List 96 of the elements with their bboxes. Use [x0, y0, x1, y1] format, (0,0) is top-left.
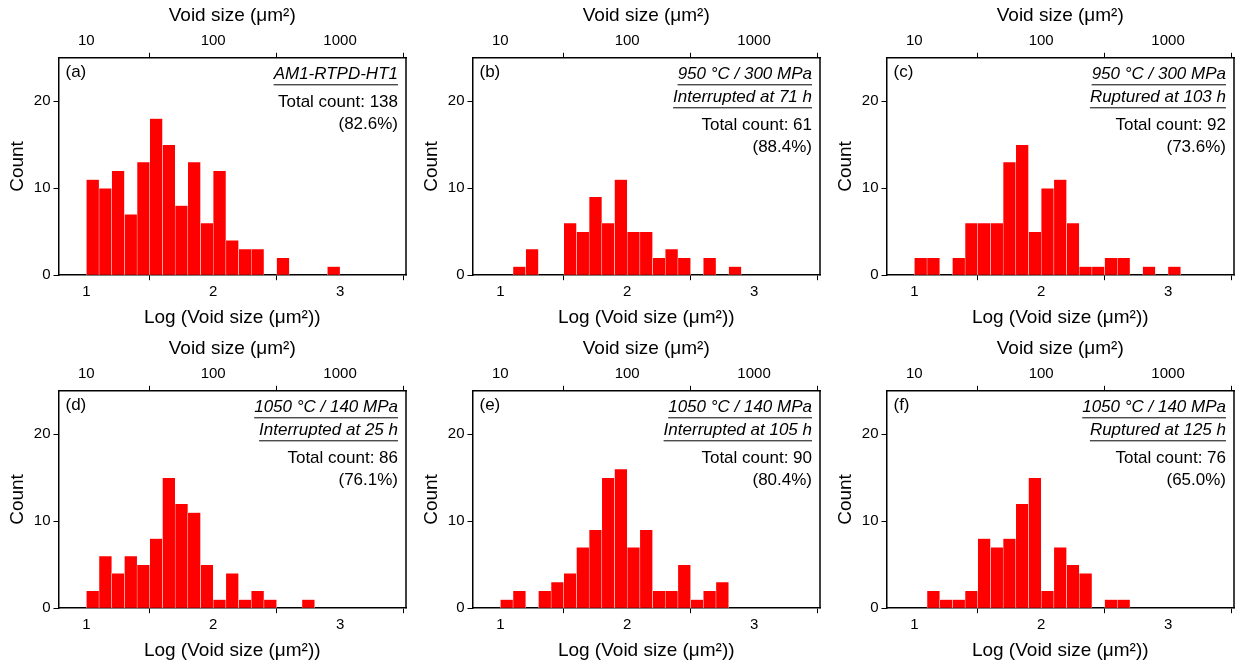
- x-tick-label: 2: [209, 282, 218, 300]
- annotation: (73.6%): [1166, 136, 1226, 156]
- y-tick-label: 0: [42, 265, 51, 283]
- x-tick-label: 1: [496, 282, 505, 300]
- x2-tick-label: 10: [906, 363, 923, 381]
- x2-tick-label: 1000: [737, 30, 771, 48]
- x2-axis-title: Void size (μm²): [168, 336, 296, 358]
- y-tick-label: 0: [42, 598, 51, 616]
- annotation: Total count: 90: [701, 447, 812, 467]
- y-tick-label: 0: [870, 265, 879, 283]
- y-tick-label: 20: [447, 424, 465, 442]
- x2-axis-title: Void size (μm²): [996, 336, 1124, 358]
- text: 950 °C / 300 MPa Interrupted at 71 h: [673, 64, 812, 107]
- x-tick-label: 2: [623, 615, 632, 633]
- annotation: (76.1%): [338, 469, 398, 489]
- y-tick-label: 20: [33, 424, 51, 442]
- y-axis-title: Count: [833, 473, 855, 525]
- y-axis-title: Count: [5, 473, 27, 525]
- x2-axis-title: Void size (μm²): [168, 3, 296, 25]
- x2-tick-label: 10: [78, 363, 95, 381]
- annotation: Total count: 92: [1115, 114, 1226, 134]
- y-tick-label: 10: [33, 178, 51, 196]
- y-tick-label: 20: [861, 91, 879, 109]
- y-tick-label: 0: [456, 598, 465, 616]
- annotation: Total count: 86: [287, 447, 398, 467]
- y-tick-label: 20: [33, 91, 51, 109]
- x2-tick-label: 10: [906, 30, 923, 48]
- annotation: Total count: 76: [1115, 447, 1226, 467]
- x2-tick-label: 1000: [323, 30, 357, 48]
- x2-tick-label: 100: [200, 363, 226, 381]
- x-axis-title: Log (Void size (μm²)): [971, 638, 1149, 660]
- y-axis-title: Count: [419, 140, 441, 192]
- y-tick-label: 0: [456, 265, 465, 283]
- x2-axis-title: Void size (μm²): [582, 336, 710, 358]
- x-tick-label: 3: [335, 615, 345, 633]
- x2-tick-label: 100: [1028, 363, 1054, 381]
- x-tick-label: 2: [623, 282, 632, 300]
- x-tick-label: 1: [496, 615, 505, 633]
- annotation: (65.0%): [1166, 469, 1226, 489]
- x2-tick-label: 100: [614, 363, 640, 381]
- x-tick-label: 3: [335, 282, 345, 300]
- x-tick-label: 3: [749, 615, 759, 633]
- y-axis-title: Count: [833, 140, 855, 192]
- chart-title: (d): [65, 394, 87, 414]
- x2-axis-title: Void size (μm²): [996, 3, 1124, 25]
- chart-title: (f): [893, 394, 910, 414]
- y-tick-label: 0: [870, 598, 879, 616]
- x-tick-label: 3: [749, 282, 759, 300]
- chart-title: (e): [479, 394, 501, 414]
- x-axis-title: Log (Void size (μm²)): [143, 305, 321, 327]
- x-tick-label: 1: [82, 282, 91, 300]
- text: 1050 °C / 140 MPa Interrupted at 105 h: [663, 397, 812, 440]
- x2-tick-label: 1000: [323, 363, 357, 381]
- x-tick-label: 3: [1163, 282, 1173, 300]
- x-tick-label: 1: [910, 615, 919, 633]
- y-tick-label: 20: [861, 424, 879, 442]
- chart-title: (a): [65, 61, 87, 81]
- x-tick-label: 2: [1037, 615, 1046, 633]
- x-axis-title: Log (Void size (μm²)): [143, 638, 321, 660]
- x2-tick-label: 100: [200, 30, 226, 48]
- chart-subtitle: AM1-RTPD-HT1: [272, 64, 398, 84]
- x-tick-label: 2: [1037, 282, 1046, 300]
- text: 1050 °C / 140 MPa Interrupted at 25 h: [254, 397, 398, 440]
- x-axis-title: Log (Void size (μm²)): [971, 305, 1149, 327]
- x2-tick-label: 1000: [1151, 363, 1185, 381]
- x2-tick-label: 1000: [1151, 30, 1185, 48]
- text: 950 °C / 300 MPa Ruptured at 103 h: [1089, 64, 1226, 107]
- x2-axis-title: Void size (μm²): [582, 3, 710, 25]
- y-tick-label: 20: [447, 91, 465, 109]
- x2-tick-label: 10: [492, 363, 509, 381]
- annotation: Total count: 61: [701, 114, 812, 134]
- x2-tick-label: 10: [78, 30, 95, 48]
- annotation: (80.4%): [752, 469, 812, 489]
- annotation: (82.6%): [338, 113, 398, 133]
- text: 1050 °C / 140 MPa Ruptured at 125 h: [1082, 397, 1226, 440]
- y-tick-label: 10: [447, 511, 465, 529]
- chart-title: (c): [893, 61, 914, 81]
- x2-tick-label: 100: [1028, 30, 1054, 48]
- y-tick-label: 10: [33, 511, 51, 529]
- x-tick-label: 3: [1163, 615, 1173, 633]
- x-tick-label: 1: [910, 282, 919, 300]
- y-axis-title: Count: [419, 473, 441, 525]
- x-tick-label: 1: [82, 615, 91, 633]
- y-tick-label: 10: [447, 178, 465, 196]
- y-tick-label: 10: [861, 178, 879, 196]
- x2-tick-label: 1000: [737, 363, 771, 381]
- chart-title: (b): [479, 61, 501, 81]
- x-axis-title: Log (Void size (μm²)): [557, 305, 735, 327]
- x2-tick-label: 10: [492, 30, 509, 48]
- x-tick-label: 2: [209, 615, 218, 633]
- x-axis-title: Log (Void size (μm²)): [557, 638, 735, 660]
- y-axis-title: Count: [5, 140, 27, 192]
- y-tick-label: 10: [861, 511, 879, 529]
- x2-tick-label: 100: [614, 30, 640, 48]
- annotation: (88.4%): [752, 136, 812, 156]
- annotation: Total count: 138: [277, 91, 398, 111]
